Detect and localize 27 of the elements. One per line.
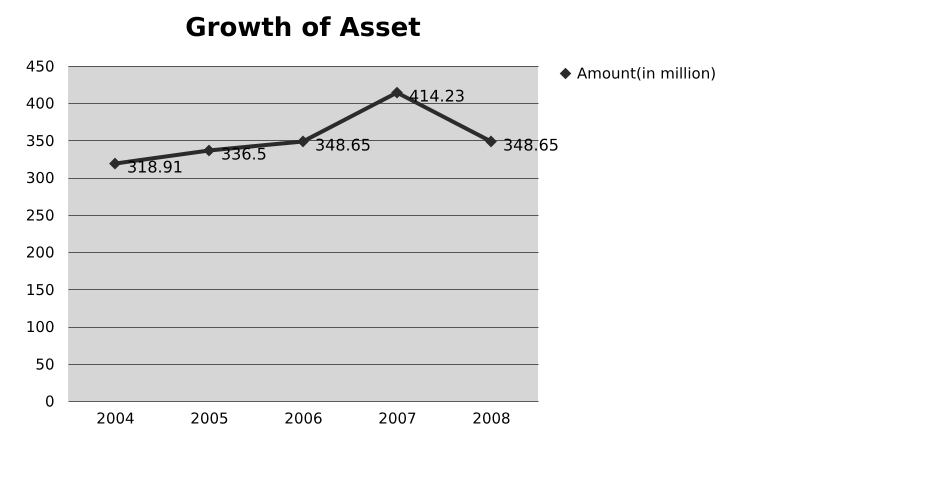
- x-tick-label: 2007: [378, 410, 417, 428]
- y-tick-label: 200: [26, 244, 54, 262]
- y-tick-label: 250: [26, 206, 54, 224]
- y-tick-label: 0: [44, 392, 54, 410]
- y-tick-label: 50: [35, 355, 54, 374]
- y-tick-label: 150: [26, 280, 54, 299]
- y-tick-label: 100: [26, 318, 54, 336]
- x-tick-label: 2008: [472, 410, 511, 428]
- x-tick-label: 2004: [96, 410, 135, 428]
- data-label: 318.91: [127, 158, 183, 177]
- point: [203, 144, 215, 156]
- point: [391, 86, 403, 99]
- point: [109, 158, 121, 170]
- data-label: 336.5: [221, 144, 267, 164]
- x-tick-label: 2005: [190, 410, 229, 428]
- x-tick-label: 2006: [284, 410, 323, 428]
- y-tick-label: 300: [26, 169, 54, 188]
- data-label: 348.65: [315, 135, 371, 154]
- data-label: 348.65: [503, 135, 559, 154]
- legend-label: Amount(in million): [577, 64, 716, 82]
- chart-title: Growth of Asset: [185, 13, 421, 43]
- data-label: 414.23: [409, 86, 465, 106]
- point: [485, 136, 497, 148]
- point: [297, 136, 309, 148]
- y-tick-label: 450: [26, 58, 54, 76]
- y-tick-label: 400: [26, 94, 54, 113]
- y-tick-label: 350: [26, 132, 54, 150]
